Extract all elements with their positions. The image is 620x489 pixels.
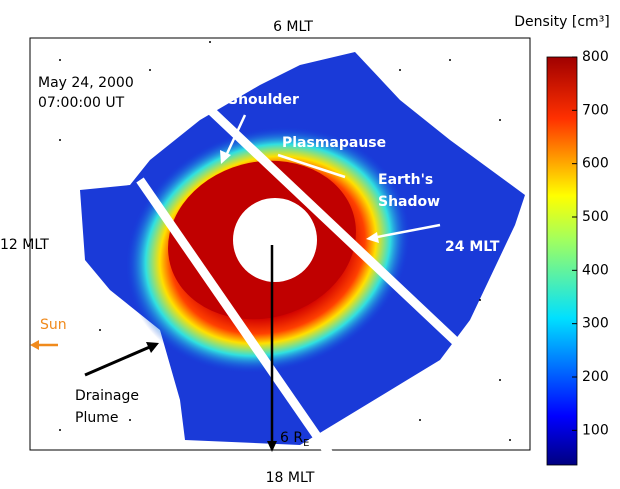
annotation: Drainage (75, 388, 139, 404)
colorbar-tick-label: 700 (582, 102, 609, 118)
date: May 24, 2000 (38, 75, 134, 91)
figure: 6 MLT 18 MLT 12 MLT 24 MLT May 24, 2000 … (0, 0, 620, 489)
colorbar-tick-label: 600 (582, 156, 609, 172)
colorbar-tick-label: 300 (582, 316, 609, 332)
annotation: Earth's (378, 172, 433, 188)
earth-disk (233, 198, 317, 282)
colorbar-tick-label: 800 (582, 49, 609, 65)
radius-text: 6 R (280, 430, 303, 446)
colorbar-tick-label: 500 (582, 209, 609, 225)
colorbar-tick-label: 200 (582, 369, 609, 385)
colorbar-label: Density [cm³] (514, 14, 610, 30)
annotation: Shoulder (228, 92, 299, 108)
mlt-label: 24 MLT (445, 239, 500, 255)
annotation: Shadow (378, 194, 440, 210)
colorbar (547, 57, 577, 465)
mlt-label: 6 MLT (273, 19, 313, 35)
time: 07:00:00 UT (38, 95, 125, 111)
mlt-label: 18 MLT (266, 470, 315, 486)
annotation: Sun (40, 317, 67, 333)
radius-subscript: E (303, 438, 309, 449)
mlt-label: 12 MLT (0, 237, 49, 253)
annotation: Plume (75, 410, 118, 426)
annotation: Plasmapause (282, 135, 386, 151)
colorbar-tick-label: 100 (582, 422, 609, 438)
colorbar-tick-label: 400 (582, 262, 609, 278)
